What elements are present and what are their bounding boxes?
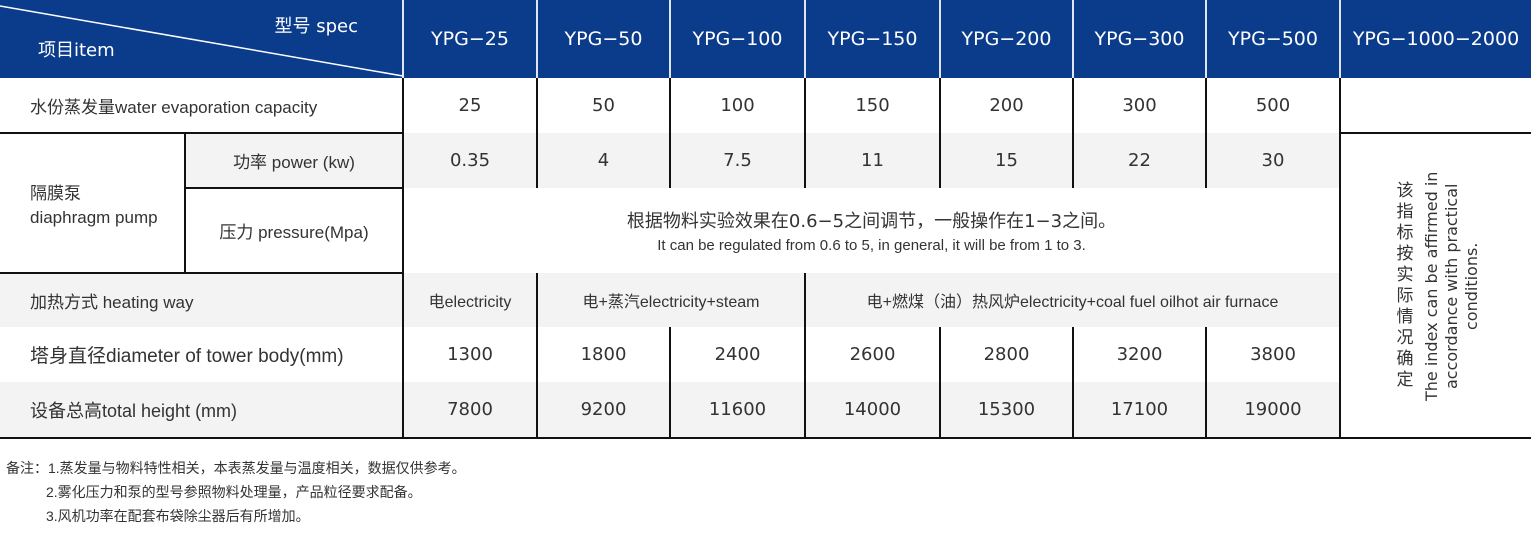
power-label: 功率 power (kw) bbox=[185, 133, 403, 189]
spec-label: 型号 spec bbox=[274, 16, 359, 37]
model-header: YPG−1000−2000 bbox=[1339, 0, 1531, 78]
cell: 25 bbox=[402, 78, 537, 133]
header-diagonal-cell: 型号 spec 项目item bbox=[0, 0, 403, 78]
cell: 2600 bbox=[804, 327, 940, 382]
cell: 22 bbox=[1072, 133, 1206, 188]
cell: 电electricity bbox=[402, 273, 537, 327]
pressure-label: 压力 pressure(Mpa) bbox=[185, 188, 403, 274]
cell: 15 bbox=[939, 133, 1073, 188]
cell: 100 bbox=[669, 78, 805, 133]
pressure-text-zh: 根据物料实验效果在0.6−5之间调节，一般操作在1−3之间。 bbox=[626, 211, 1117, 232]
note-item: 2.雾化压力和泵的型号参照物料处理量，产品粒径要求配备。 bbox=[46, 484, 422, 500]
cell: 7800 bbox=[402, 382, 537, 439]
row-label: 塔身直径diameter of tower body(mm) bbox=[30, 346, 344, 367]
cell: 电+蒸汽electricity+steam bbox=[536, 273, 805, 327]
model-header: YPG−150 bbox=[804, 0, 940, 78]
cell: 7.5 bbox=[669, 133, 805, 188]
pump-label: 隔膜泵 diaphragm pump bbox=[0, 133, 186, 274]
cell: 11 bbox=[804, 133, 940, 188]
pump-label-zh: 隔膜泵 bbox=[30, 183, 81, 203]
cell: 电+燃煤（油）热风炉electricity+coal fuel oilhot a… bbox=[804, 273, 1340, 327]
note-zh: 该指标按实际情况确定 bbox=[1392, 180, 1413, 391]
cell: 3800 bbox=[1205, 327, 1340, 382]
cell: 1300 bbox=[402, 327, 537, 382]
model-header: YPG−500 bbox=[1205, 0, 1340, 78]
cell: 15300 bbox=[939, 382, 1073, 439]
row-heating: 加热方式 heating way 电electricity 电+蒸汽electr… bbox=[0, 273, 1531, 327]
cell: 1800 bbox=[536, 327, 670, 382]
cell: 14000 bbox=[804, 382, 940, 439]
cell: 17100 bbox=[1072, 382, 1206, 439]
cell: 150 bbox=[804, 78, 940, 133]
last-column-note: 该指标按实际情况确定 The index can be affirmed in … bbox=[1339, 133, 1531, 439]
model-header: YPG−50 bbox=[536, 0, 670, 78]
model-header: YPG−25 bbox=[402, 0, 537, 78]
cell: 300 bbox=[1072, 78, 1206, 133]
row-pressure: 压力 pressure(Mpa) 根据物料实验效果在0.6−5之间调节，一般操作… bbox=[0, 188, 1531, 274]
pressure-text-en: It can be regulated from 0.6 to 5, in ge… bbox=[657, 237, 1086, 254]
note-item: 1.蒸发量与物料特性相关，本表蒸发量与温度相关，数据仅供参考。 bbox=[48, 460, 466, 476]
cell: 50 bbox=[536, 78, 670, 133]
empty-cell bbox=[1339, 78, 1531, 134]
note-item: 3.风机功率在配套布袋除尘器后有所增加。 bbox=[46, 508, 310, 524]
cell: 0.35 bbox=[402, 133, 537, 188]
model-header: YPG−300 bbox=[1072, 0, 1206, 78]
row-label: 加热方式 heating way bbox=[0, 273, 403, 327]
row-power: 隔膜泵 diaphragm pump 功率 power (kw) 0.35 4 … bbox=[0, 133, 1531, 439]
note-en: The index can be affirmed in accordance … bbox=[1421, 170, 1481, 401]
cell: 11600 bbox=[669, 382, 805, 439]
row-label: 水份蒸发量water evaporation capacity bbox=[0, 78, 403, 134]
cell: 19000 bbox=[1205, 382, 1340, 439]
pump-label-en: diaphragm pump bbox=[30, 207, 158, 227]
cell: 500 bbox=[1205, 78, 1340, 133]
row-height: 设备总高total height (mm) 7800 9200 11600 14… bbox=[0, 382, 1531, 439]
cell: 4 bbox=[536, 133, 670, 188]
row-label: 设备总高total height (mm) bbox=[0, 382, 403, 439]
model-header: YPG−100 bbox=[669, 0, 805, 78]
row-water: 水份蒸发量water evaporation capacity 25 50 10… bbox=[0, 78, 1531, 134]
header-row: 型号 spec 项目item YPG−25 YPG−50 YPG−100 YPG… bbox=[0, 0, 1531, 78]
cell: 3200 bbox=[1072, 327, 1206, 382]
spec-table: 型号 spec 项目item YPG−25 YPG−50 YPG−100 YPG… bbox=[0, 0, 1531, 439]
item-label: 项目item bbox=[38, 40, 115, 61]
cell: 2800 bbox=[939, 327, 1073, 382]
diagonal-line bbox=[0, 5, 403, 77]
cell: 2400 bbox=[669, 327, 805, 382]
notes-prefix: 备注： bbox=[6, 460, 48, 476]
row-diameter: 塔身直径diameter of tower body(mm) 1300 1800… bbox=[0, 327, 1531, 382]
model-header: YPG−200 bbox=[939, 0, 1073, 78]
pressure-cell: 根据物料实验效果在0.6−5之间调节，一般操作在1−3之间。 It can be… bbox=[402, 188, 1340, 273]
cell: 200 bbox=[939, 78, 1073, 133]
notes: 备注：1.蒸发量与物料特性相关，本表蒸发量与温度相关，数据仅供参考。 2.雾化压… bbox=[6, 456, 466, 528]
cell: 30 bbox=[1205, 133, 1340, 188]
cell: 9200 bbox=[536, 382, 670, 439]
